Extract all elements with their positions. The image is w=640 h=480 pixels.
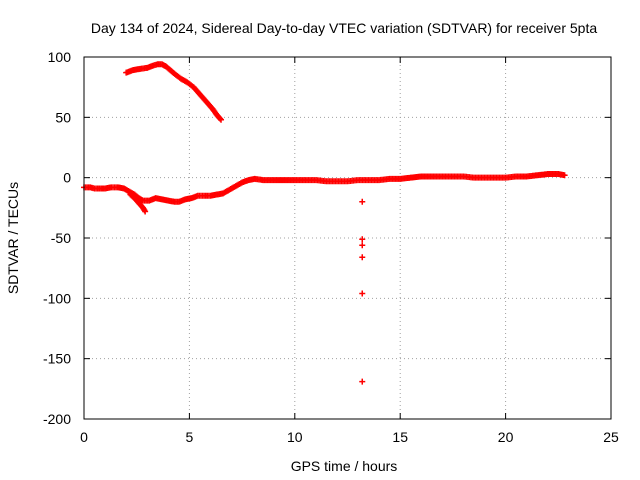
descending-branch-point — [142, 208, 149, 215]
upper-arc-point — [218, 116, 225, 123]
grid — [84, 57, 611, 419]
y-tick-label: 100 — [48, 49, 72, 65]
x-tick-label: 15 — [392, 429, 408, 445]
outliers-point — [359, 290, 366, 297]
x-tick-label: 25 — [603, 429, 619, 445]
plot-frame — [83, 56, 612, 420]
y-tick-label: -50 — [51, 230, 71, 246]
y-tick-label: 50 — [55, 109, 71, 125]
outliers-point — [359, 236, 366, 243]
data-marks — [81, 61, 568, 385]
x-tick-label: 10 — [287, 429, 303, 445]
x-tick-label: 0 — [80, 429, 88, 445]
y-tick-label: -200 — [43, 411, 71, 427]
ticks: 0 5 10 15 20 25 100 50 0 -50 -100 -150 -200 — [43, 49, 619, 445]
outliers-point — [359, 198, 366, 205]
upper-arc-point — [217, 115, 224, 122]
y-axis-label: SDTVAR / TECUs — [5, 182, 21, 294]
outliers-point — [359, 254, 366, 261]
y-tick-label: 0 — [63, 170, 71, 186]
x-tick-label: 20 — [498, 429, 514, 445]
outliers-point — [359, 378, 366, 385]
chart-title: Day 134 of 2024, Sidereal Day-to-day VTE… — [91, 20, 598, 36]
x-tick-label: 5 — [186, 429, 194, 445]
x-axis-label: GPS time / hours — [291, 458, 398, 474]
y-tick-label: -150 — [43, 351, 71, 367]
main-track-point — [561, 172, 568, 179]
y-tick-label: -100 — [43, 290, 71, 306]
outliers-point — [359, 242, 366, 249]
